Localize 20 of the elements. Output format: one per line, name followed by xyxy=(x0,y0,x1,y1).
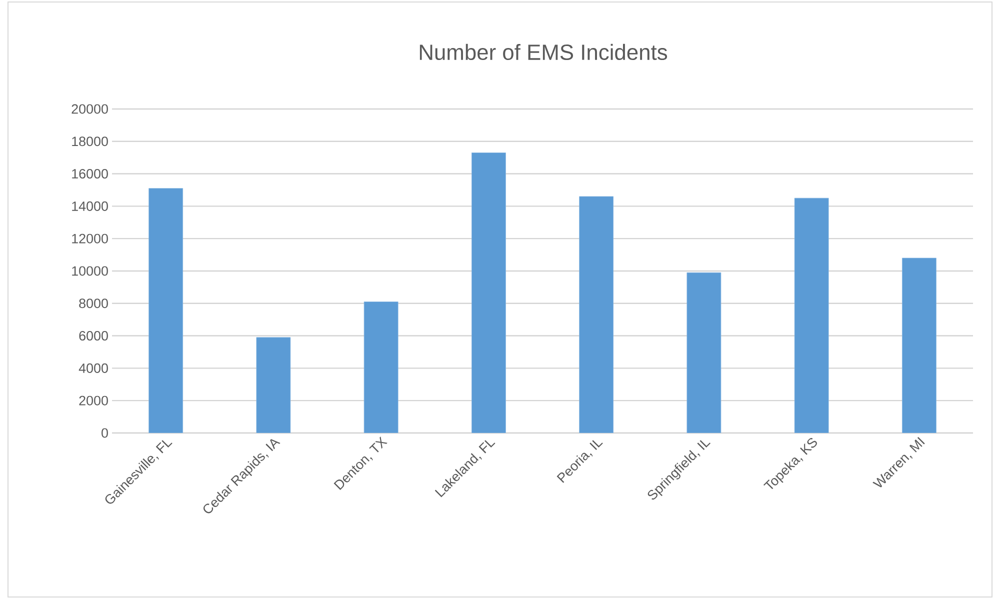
bar xyxy=(902,258,936,433)
bar xyxy=(686,272,722,433)
bar xyxy=(794,198,829,433)
y-tick-label: 10000 xyxy=(72,266,108,276)
chart-title: Number of EMS Incidents xyxy=(420,44,668,60)
y-tick-label: 2000 xyxy=(79,396,108,406)
y-tick-label: 14000 xyxy=(72,201,108,211)
y-tick-label: 12000 xyxy=(72,234,108,244)
y-tick-label: 8000 xyxy=(79,298,108,308)
y-tick-label: 4000 xyxy=(78,363,108,373)
bar xyxy=(148,188,184,433)
y-tick-label: 6000 xyxy=(79,331,108,341)
bar xyxy=(579,196,614,433)
bar xyxy=(471,152,506,433)
y-tick-label: 18000 xyxy=(72,136,108,146)
y-tick-label: 20000 xyxy=(72,104,108,114)
bar xyxy=(364,302,398,433)
y-tick-label: 16000 xyxy=(72,169,108,179)
bar xyxy=(256,337,291,433)
y-tick-label: 0 xyxy=(102,428,108,438)
